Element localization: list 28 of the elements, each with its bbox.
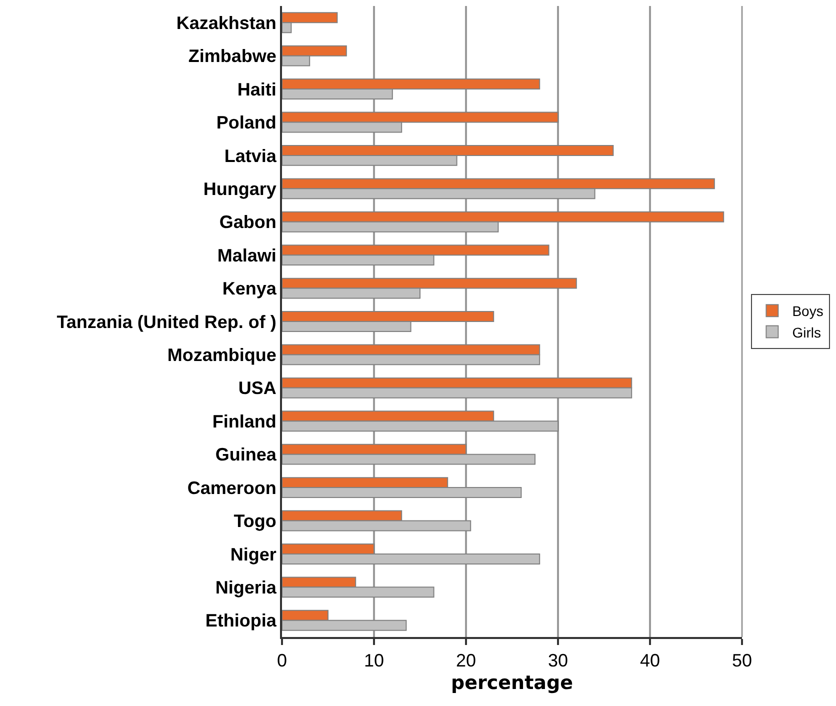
x-tick-label: 10 [364,650,384,671]
x-tick-label: 0 [276,650,288,671]
y-tick-label: Togo [234,511,276,532]
y-tick-label: USA [238,378,276,398]
y-tick-label: Poland [216,112,276,133]
y-tick-label: Latvia [224,146,278,166]
y-tick-label: Ethiopia [205,610,278,631]
legend-label: Girls [792,324,821,340]
y-tick-label: Kenya [222,278,278,299]
legend-label: Boys [792,303,824,320]
x-tick-label: 40 [640,650,660,671]
x-tick-label: 20 [456,650,476,671]
y-tick-label: Haiti [237,79,276,100]
y-tick-label: Tanzania (United Rep. of ) [56,312,276,332]
y-tick-label: Nigeria [215,577,278,598]
y-tick-label: Zimbabwe [188,46,276,66]
y-tick-label: Mozambique [167,345,276,366]
x-tick-label: 30 [548,650,568,671]
x-axis-title: percentage [451,672,573,694]
x-tick-label: 50 [732,650,752,671]
y-tick-label: Malawi [217,245,276,266]
y-tick-label: Finland [212,411,276,432]
y-tick-label: Kazakhstan [176,12,276,33]
y-tick-label: Hungary [203,178,276,199]
y-tick-label: Guinea [215,444,278,465]
y-tick-label: Cameroon [187,478,276,498]
y-tick-label: Niger [230,544,276,564]
y-tick-label: Gabon [219,212,276,232]
